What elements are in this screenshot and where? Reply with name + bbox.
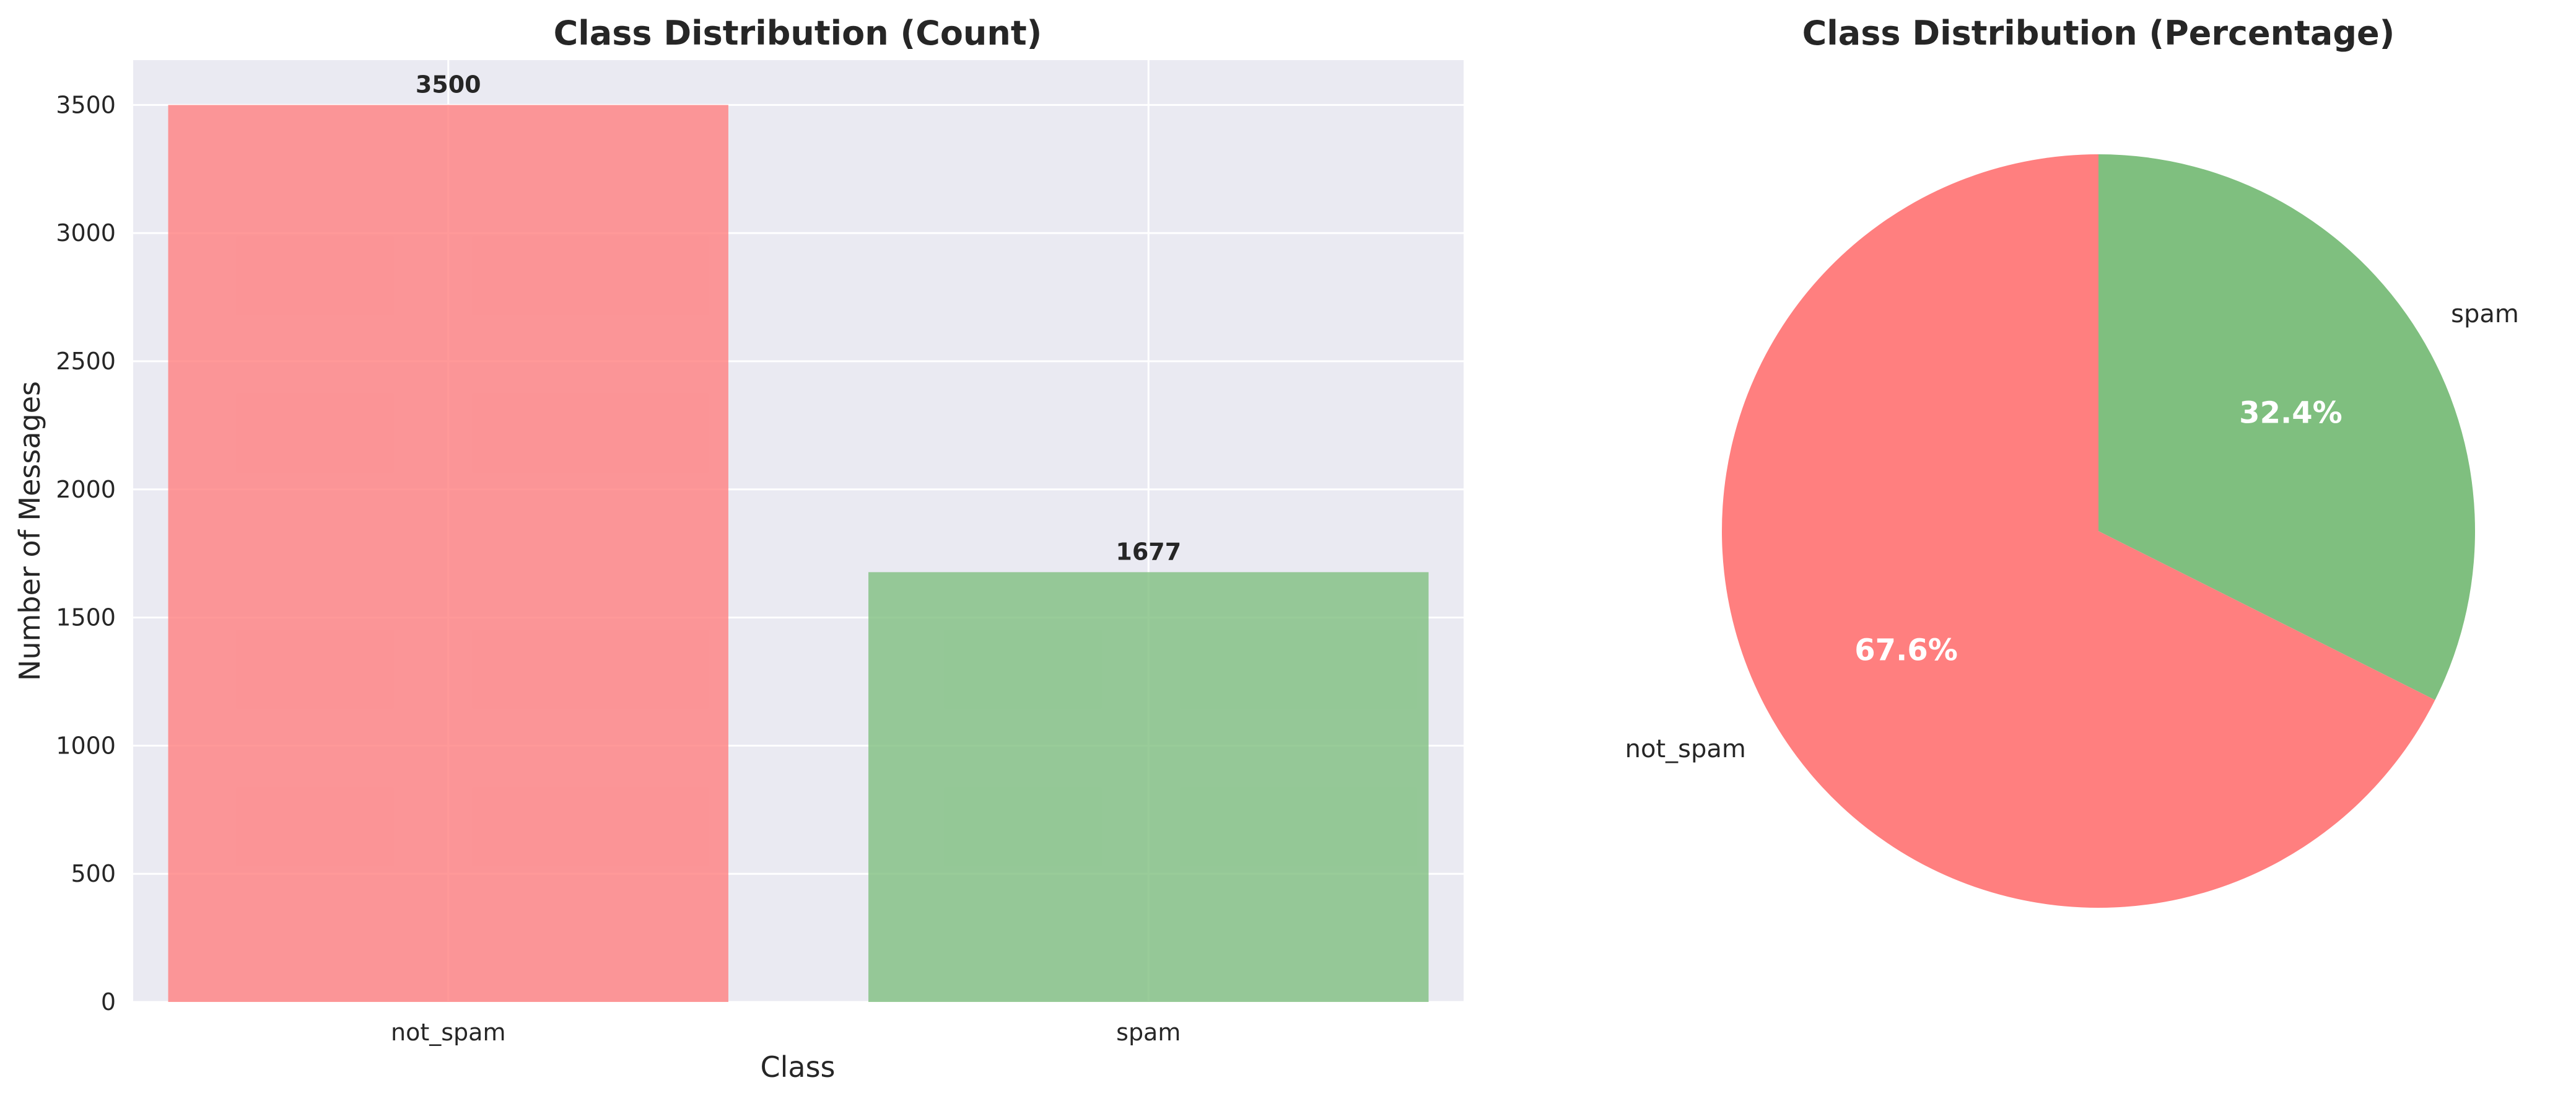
y-tick-label: 3000 xyxy=(56,219,116,247)
y-tick-label: 2500 xyxy=(56,348,116,375)
pie-label-spam: spam xyxy=(2451,300,2519,328)
bar-x-axis-label: Class xyxy=(760,1050,835,1084)
y-tick-label: 500 xyxy=(71,860,116,887)
y-tick-label: 3500 xyxy=(56,91,116,118)
y-tick-label: 1000 xyxy=(56,732,116,759)
pie-chart: Class Distribution (Percentage) not_spam… xyxy=(1625,14,2519,908)
pie-chart-title: Class Distribution (Percentage) xyxy=(1802,14,2395,53)
pie-percent-not-spam: 67.6% xyxy=(1854,633,1958,668)
bar-value-label-spam: 1677 xyxy=(1116,538,1181,565)
y-tick-label: 0 xyxy=(101,988,116,1016)
pie-percent-labels: 67.6% 32.4% xyxy=(1854,395,2342,667)
pie-slices xyxy=(1722,154,2475,908)
bar-chart: Class Distribution (Count) 3500 1677 0 500… xyxy=(13,14,1464,1084)
bar-chart-title: Class Distribution (Count) xyxy=(554,14,1042,53)
y-tick-label: 1500 xyxy=(56,604,116,631)
bar-bars xyxy=(168,105,1429,1002)
bar-spam xyxy=(868,572,1429,1002)
pie-slice-spam xyxy=(2098,154,2475,700)
pie-percent-spam: 32.4% xyxy=(2239,395,2342,430)
pie-slice-labels: not_spam spam xyxy=(1625,300,2519,763)
bar-value-labels: 3500 1677 xyxy=(416,71,1181,565)
pie-slice-not-spam xyxy=(1722,154,2435,908)
x-tick-label-not-spam: not_spam xyxy=(391,1019,505,1046)
x-tick-label-spam: spam xyxy=(1116,1019,1181,1046)
pie-label-not-spam: not_spam xyxy=(1625,735,1746,763)
bar-y-tick-labels: 0 500 1000 1500 2000 2500 3000 3500 xyxy=(56,91,116,1016)
bar-y-axis-label: Number of Messages xyxy=(13,381,46,681)
y-tick-label: 2000 xyxy=(56,476,116,503)
bar-not-spam xyxy=(168,105,728,1002)
bar-x-tick-labels: not_spam spam xyxy=(391,1019,1181,1046)
bar-value-label-not-spam: 3500 xyxy=(416,71,481,98)
